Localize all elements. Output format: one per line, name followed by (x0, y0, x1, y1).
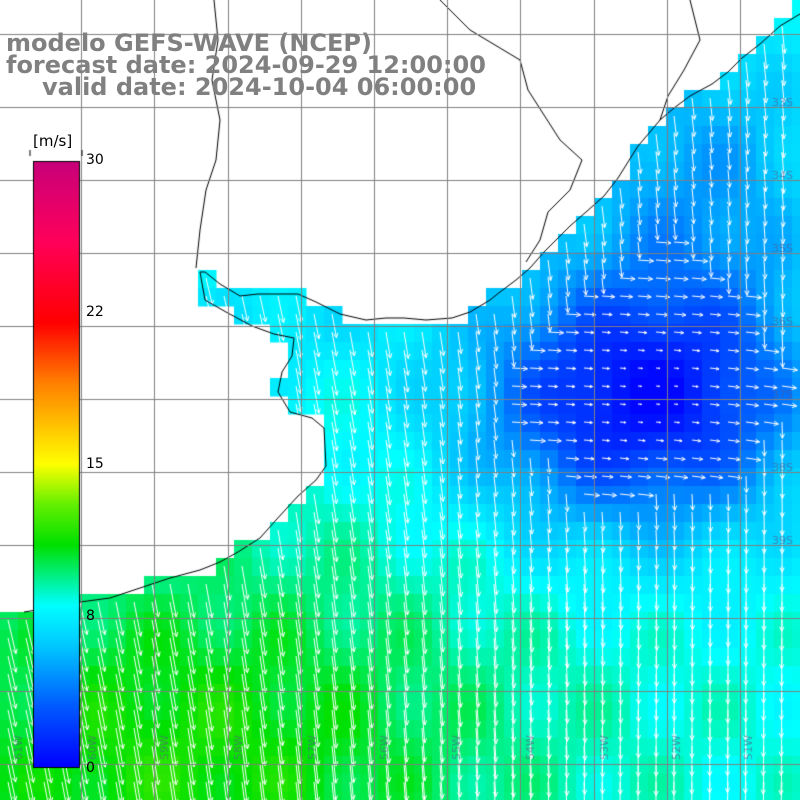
colorbar-tick-8: 8 (86, 608, 95, 624)
colorbar-tick-15: 15 (86, 456, 104, 472)
colorbar-tick-0: 0 (86, 760, 95, 776)
forecast-date-label: forecast date: 2024-09-29 12:00:00 (6, 51, 486, 79)
colorbar-tick-22: 22 (86, 304, 104, 320)
valid-date-label: valid date: 2024-10-04 06:00:00 (42, 73, 477, 101)
model-title: modelo GEFS-WAVE (NCEP) (6, 29, 372, 57)
colorbar-tick-30: 30 (86, 152, 104, 168)
colorbar-unit-label: [m/s] (33, 132, 73, 150)
